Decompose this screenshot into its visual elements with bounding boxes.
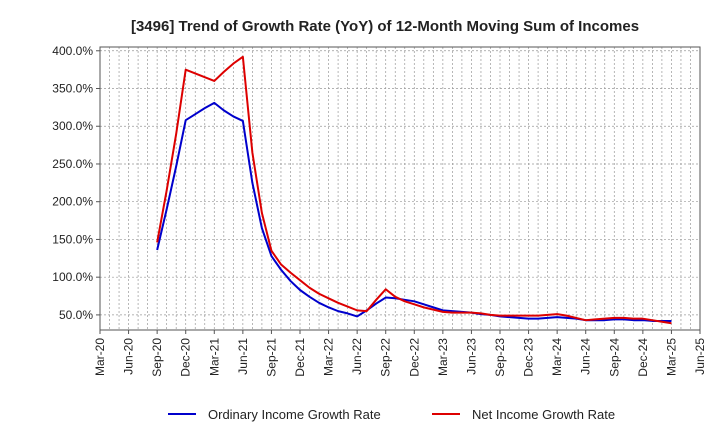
legend: Ordinary Income Growth Rate Net Income Gr… bbox=[168, 407, 615, 422]
series-line-2 bbox=[156, 55, 672, 325]
x-tick-label: Jun-20 bbox=[122, 338, 136, 375]
plot-frame bbox=[99, 46, 701, 331]
x-tick-label: Sep-20 bbox=[150, 338, 164, 377]
x-tick-label: Dec-21 bbox=[293, 338, 307, 377]
x-tick-label: Mar-22 bbox=[322, 338, 336, 376]
series-group bbox=[156, 55, 672, 325]
y-tick-label: 50.0% bbox=[59, 308, 93, 322]
x-tick-label: Sep-23 bbox=[493, 338, 507, 377]
x-tick-label: Dec-22 bbox=[407, 338, 421, 377]
x-tick-label: Mar-23 bbox=[436, 338, 450, 376]
x-tick-label: Sep-24 bbox=[607, 338, 621, 377]
grid bbox=[100, 47, 700, 330]
x-tick-label: Sep-21 bbox=[264, 338, 278, 377]
y-tick-label: 350.0% bbox=[52, 82, 93, 96]
y-tick-label: 100.0% bbox=[52, 270, 93, 284]
y-tick-label: 200.0% bbox=[52, 195, 93, 209]
x-tick-label: Mar-25 bbox=[664, 338, 678, 376]
x-tick-label: Mar-21 bbox=[207, 338, 221, 376]
x-tick-label: Jun-22 bbox=[350, 338, 364, 375]
x-tick-label: Dec-24 bbox=[636, 338, 650, 377]
x-tick-label: Sep-22 bbox=[379, 338, 393, 377]
y-axis: 50.0% 100.0% 150.0% 200.0% 250.0% 300.0% 350.0… bbox=[52, 44, 100, 322]
x-tick-label: Jun-21 bbox=[236, 338, 250, 375]
y-tick-label: 150.0% bbox=[52, 232, 93, 246]
legend-label-2: Net Income Growth Rate bbox=[472, 407, 615, 422]
chart-title: [3496] Trend of Growth Rate (YoY) of 12-… bbox=[131, 18, 639, 35]
x-tick-label: Dec-23 bbox=[522, 338, 536, 377]
x-tick-label: Dec-20 bbox=[179, 338, 193, 377]
x-tick-label: Mar-20 bbox=[93, 338, 107, 376]
x-tick-label: Jun-23 bbox=[464, 338, 478, 375]
y-tick-label: 400.0% bbox=[52, 44, 93, 58]
x-axis: Mar-20 Jun-20 Sep-20 Dec-20 Mar-21 Jun-21 Sep-… bbox=[93, 330, 707, 377]
x-tick-label: Jun-24 bbox=[579, 338, 593, 375]
x-tick-label: Mar-24 bbox=[550, 338, 564, 376]
x-tick-label: Jun-25 bbox=[693, 338, 707, 375]
y-tick-label: 300.0% bbox=[52, 119, 93, 133]
legend-label-1: Ordinary Income Growth Rate bbox=[208, 407, 381, 422]
y-tick-label: 250.0% bbox=[52, 157, 93, 171]
